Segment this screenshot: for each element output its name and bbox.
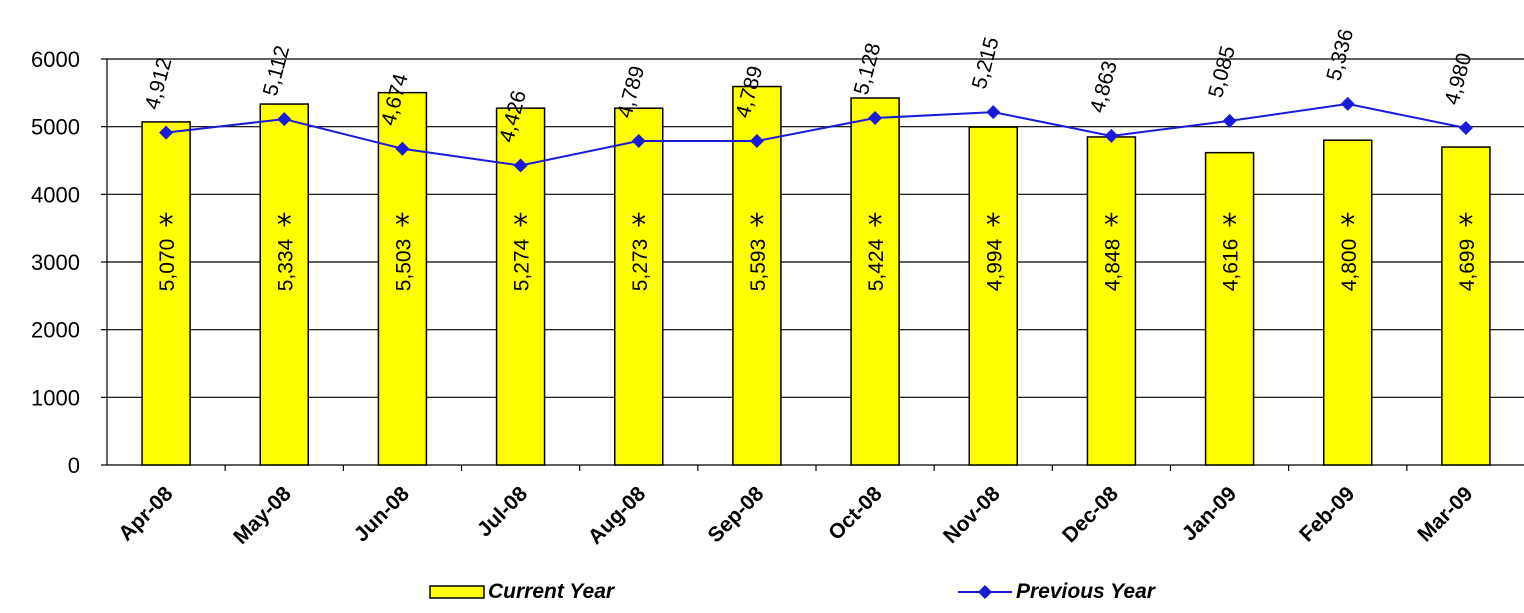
line-value-label: 4,912 [141, 55, 177, 112]
bar-value-label: 4,848 [1101, 239, 1124, 292]
bar-value-label: 5,424 [865, 238, 888, 291]
legend-label-current-year: Current Year [488, 580, 616, 603]
x-tick-label: Dec-08 [1058, 482, 1123, 547]
line-point-marker [868, 111, 883, 126]
bar [968, 126, 1018, 466]
star-marker: * [1104, 208, 1119, 243]
y-tick-label: 4000 [31, 182, 80, 207]
star-marker: * [868, 208, 883, 243]
bar-value-label: 4,699 [1456, 239, 1479, 292]
line-point-marker [1458, 121, 1473, 136]
line-value-label: 5,215 [968, 35, 1004, 92]
x-tick-label: Jul-08 [473, 482, 532, 541]
bar [259, 103, 309, 466]
x-tick-label: Apr-08 [114, 482, 178, 546]
star-marker: * [631, 208, 646, 243]
y-tick-label: 6000 [31, 47, 80, 72]
star-marker: * [1222, 208, 1237, 243]
star-marker: * [277, 208, 292, 243]
data-labels: 5,070*5,334*5,503*5,274*5,273*5,593*5,42… [141, 27, 1479, 292]
line-point-marker [1104, 128, 1119, 143]
series-line [165, 102, 1467, 167]
x-tick-label: Jan-09 [1178, 482, 1241, 545]
bar [1086, 136, 1137, 466]
line-value-label: 4,863 [1086, 59, 1122, 116]
star-marker: * [749, 208, 764, 243]
bar-value-label: 5,593 [747, 239, 770, 292]
bar-value-label: 5,334 [274, 238, 297, 291]
bar-series-current-year [141, 85, 1491, 466]
line-value-label: 5,128 [850, 41, 886, 98]
legend-swatch-current-year [429, 585, 485, 599]
x-tick-label: Jun-08 [350, 482, 414, 546]
line-point-marker [1222, 113, 1237, 128]
bar [1204, 151, 1255, 466]
x-tick-label: Feb-09 [1295, 482, 1359, 546]
star-marker: * [159, 208, 174, 243]
x-tick-label: Sep-08 [703, 482, 768, 547]
bar [732, 85, 782, 466]
x-tick-label: Mar-09 [1413, 482, 1477, 546]
line-point-marker [277, 112, 292, 127]
bar [850, 97, 900, 466]
x-tick-label: Aug-08 [584, 482, 651, 549]
line-series-previous-year [159, 96, 1473, 173]
bar [141, 121, 191, 466]
gridlines [107, 58, 1524, 398]
bar [614, 107, 664, 466]
star-marker: * [395, 208, 410, 243]
line-value-label: 5,112 [259, 43, 294, 98]
bar-value-label: 5,070 [156, 239, 179, 292]
legend-label-previous-year: Previous Year [1016, 580, 1157, 603]
y-tick-label: 1000 [31, 385, 80, 410]
bar [1441, 146, 1491, 466]
x-tick-label: May-08 [229, 482, 296, 549]
bar-value-label: 4,994 [983, 238, 1006, 291]
bar-value-label: 4,616 [1220, 239, 1243, 292]
star-marker: * [1340, 208, 1355, 243]
bar [1323, 139, 1373, 466]
line-point-marker [986, 105, 1001, 120]
star-marker: * [1458, 208, 1473, 243]
star-marker: * [986, 208, 1001, 243]
x-tick-label: Nov-08 [939, 482, 1005, 548]
y-tick-label: 3000 [31, 250, 80, 275]
line-point-marker [749, 133, 764, 148]
bar-value-label: 5,273 [629, 239, 652, 292]
y-tick-label: 5000 [31, 115, 80, 140]
y-tick-label: 2000 [31, 318, 80, 343]
line-value-label: 5,336 [1322, 27, 1358, 84]
legend: Current Year Previous Year [429, 580, 1157, 603]
x-tick-label: Oct-08 [824, 482, 887, 545]
bar-value-label: 5,274 [511, 238, 534, 291]
line-point-marker [513, 158, 528, 173]
bar-value-label: 5,503 [392, 239, 415, 292]
line-point-marker [631, 133, 646, 148]
line-value-label: 5,085 [1204, 43, 1240, 100]
star-marker: * [513, 208, 528, 243]
line-point-marker [1340, 96, 1355, 111]
line-point-marker [395, 141, 410, 156]
y-tick-label: 0 [68, 453, 80, 478]
line-point-marker [159, 125, 174, 140]
legend-marker-previous-year [978, 585, 992, 599]
bar-value-label: 4,800 [1338, 239, 1361, 292]
